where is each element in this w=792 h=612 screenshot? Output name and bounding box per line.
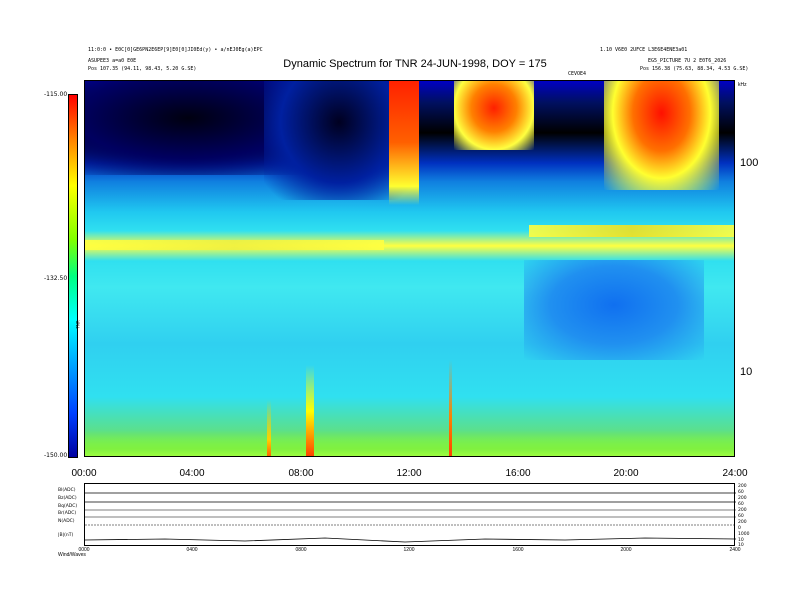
- header-left-line1: 11:0:0 • E0C[0]GE6PN2E6EP[9]E0[0]JI0Ed(y…: [88, 47, 263, 53]
- hk-x-tick-2400: 2400: [729, 547, 741, 553]
- plasma-line-left: [84, 240, 384, 250]
- hk-row-label-1: Bl(ADC): [58, 488, 76, 493]
- hk-right-label-7: 200: [738, 520, 747, 525]
- hk-right-label-11: 10: [738, 543, 744, 548]
- header-left-line3: Pos 107.35 (94.11, 98.43, 5.20 G.SE): [88, 66, 197, 72]
- hk-row-label-5: N(ADC): [58, 519, 75, 524]
- hk-row-label-6: |B|(nT): [58, 533, 74, 538]
- footer-label: Wind/Waves: [58, 552, 86, 558]
- trace-b-total: [84, 537, 737, 543]
- hk-right-label-2: 60: [738, 490, 744, 495]
- x-tick-0400: 04:00: [179, 468, 205, 479]
- x-tick-1200: 12:00: [396, 468, 422, 479]
- hk-right-label-5: 200: [738, 508, 747, 513]
- hk-right-label-10: 10: [738, 538, 744, 543]
- spectrogram-frame: [84, 80, 735, 457]
- x-tick-2000: 20:00: [613, 468, 639, 479]
- red-burst-noon: [389, 80, 419, 205]
- chart-title: Dynamic Spectrum for TNR 24-JUN-1998, DO…: [283, 58, 547, 70]
- x-tick-2400: 24:00: [722, 468, 748, 479]
- colorbar-mid-label: -132.50: [44, 275, 68, 282]
- hk-x-tick-0800: 0800: [295, 547, 307, 553]
- colorbar-top-label: -115.00: [44, 91, 68, 98]
- hk-row-label-2: Bz(ADC): [58, 496, 77, 501]
- red-region-evening: [604, 80, 719, 190]
- colorbar: [68, 94, 78, 458]
- red-region-afternoon: [454, 80, 534, 150]
- hk-x-tick-2000: 2000: [620, 547, 632, 553]
- header-right-line1: 1.10 V6E0 2UFCE L3E6E4ENE3a01: [600, 47, 688, 53]
- header-left-line2: ASUPEE3 a=a0 E0E: [88, 58, 137, 64]
- spectrogram-heatmap: [84, 80, 735, 457]
- colorbar-bottom-label: -150.00: [44, 452, 68, 459]
- x-tick-0000: 00:00: [71, 468, 97, 479]
- hk-x-tick-1600: 1600: [512, 547, 524, 553]
- y-tick-10: 10: [740, 366, 753, 378]
- header-center-small: CEVOE4: [568, 71, 587, 77]
- spike-1330: [449, 360, 452, 457]
- x-tick-1600: 16:00: [505, 468, 531, 479]
- header-right-line3: Pos 156.38 (75.63, 88.34, 4.53 G.SE): [640, 66, 749, 72]
- hk-right-label-1: 200: [738, 484, 747, 489]
- x-tick-0800: 08:00: [288, 468, 314, 479]
- hk-x-tick-0000: 0000: [78, 547, 90, 553]
- housekeeping-panel: [84, 483, 737, 546]
- hk-x-tick-1200: 1200: [403, 547, 415, 553]
- hk-right-label-8: 0: [738, 526, 741, 531]
- blue-dip-afternoon: [524, 260, 704, 360]
- hk-row-label-4: Br(ADC): [58, 511, 77, 516]
- y-units-label: kHz: [738, 82, 747, 88]
- hk-right-label-6: 60: [738, 514, 744, 519]
- colorbar-unit-label: TNR: [75, 320, 81, 329]
- bottom-green-band: [84, 430, 735, 457]
- hk-right-label-4: 60: [738, 502, 744, 507]
- hk-x-tick-0400: 0400: [186, 547, 198, 553]
- spike-0700: [267, 400, 271, 457]
- hk-right-label-3: 200: [738, 496, 747, 501]
- housekeeping-traces: [84, 492, 737, 543]
- hk-row-label-3: Bq(ADC): [58, 504, 78, 509]
- hk-right-label-9: 1000: [738, 532, 750, 537]
- header-right-line2: EG5_PICTURE 7U 2 E0T6_2026: [648, 58, 727, 64]
- plasma-line-right: [529, 225, 735, 237]
- spike-0830: [306, 365, 314, 457]
- y-tick-100: 100: [740, 157, 759, 169]
